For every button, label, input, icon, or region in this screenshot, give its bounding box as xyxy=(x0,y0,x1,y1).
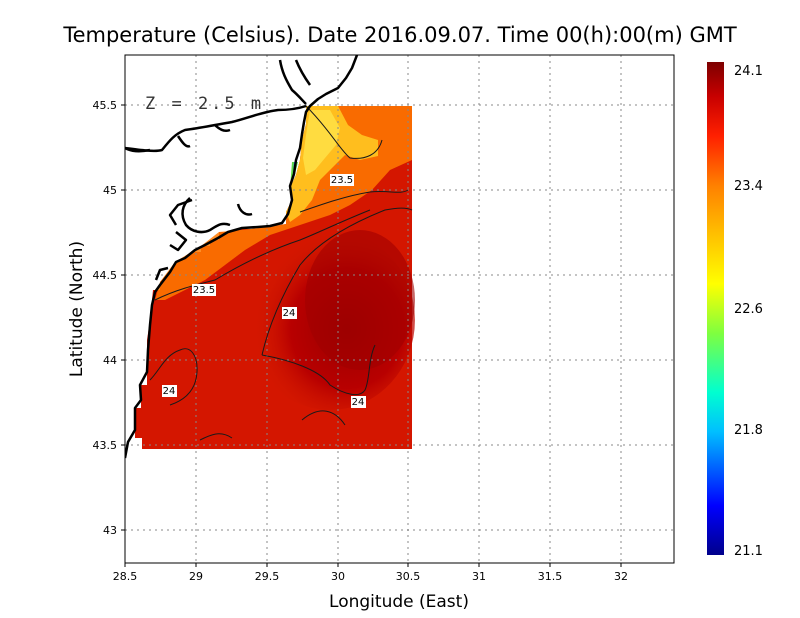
contour-label: 24 xyxy=(283,308,296,319)
y-tick-label: 43.5 xyxy=(93,439,118,452)
coastline xyxy=(125,55,359,459)
x-tick-label: 31.5 xyxy=(538,570,563,583)
colorbar-tick-label: 21.1 xyxy=(734,544,763,559)
x-axis-label: Longitude (East) xyxy=(329,592,469,612)
plot-area: 23.5 23.5 24 24 24 Z = 2.5 m xyxy=(125,55,674,563)
depth-label: Z = 2.5 m xyxy=(145,94,264,114)
contour-label: 23.5 xyxy=(193,285,215,296)
grid-lines xyxy=(125,55,674,563)
x-tick-label: 30.5 xyxy=(396,570,421,583)
colorbar-tick-label: 24.1 xyxy=(734,64,763,79)
x-tick-label: 32 xyxy=(614,570,628,583)
tick-marks xyxy=(121,104,622,567)
colorbar: 24.1 23.4 22.6 21.8 21.1 xyxy=(707,62,763,559)
y-tick-label: 44.5 xyxy=(93,269,118,282)
contour-label-group: 23.5 23.5 24 24 24 xyxy=(162,174,366,408)
x-tick-label: 29.5 xyxy=(255,570,280,583)
contour-label: 23.5 xyxy=(331,175,353,186)
y-tick-label: 45 xyxy=(103,184,117,197)
colorbar-tick-label: 21.8 xyxy=(734,423,763,438)
y-tick-labels: 43 43.5 44 44.5 45 45.5 xyxy=(93,99,118,537)
chart-title: Temperature (Celsius). Date 2016.09.07. … xyxy=(62,23,737,47)
contour-label: 24 xyxy=(163,386,176,397)
contour-label: 24 xyxy=(352,397,365,408)
x-tick-label: 31 xyxy=(472,570,486,583)
contour-lines xyxy=(149,105,413,441)
y-tick-label: 44 xyxy=(103,354,117,367)
y-axis-label: Latitude (North) xyxy=(67,241,87,377)
y-tick-label: 43 xyxy=(103,524,117,537)
colorbar-gradient xyxy=(707,62,724,555)
plot-frame xyxy=(124,54,675,564)
colorbar-tick-label: 23.4 xyxy=(734,179,763,194)
x-tick-label: 29 xyxy=(189,570,203,583)
x-tick-label: 30 xyxy=(331,570,345,583)
colorbar-tick-label: 22.6 xyxy=(734,302,763,317)
x-tick-labels: 28.5 29 29.5 30 30.5 31 31.5 32 xyxy=(113,570,628,583)
x-tick-label: 28.5 xyxy=(113,570,138,583)
y-tick-label: 45.5 xyxy=(93,99,118,112)
